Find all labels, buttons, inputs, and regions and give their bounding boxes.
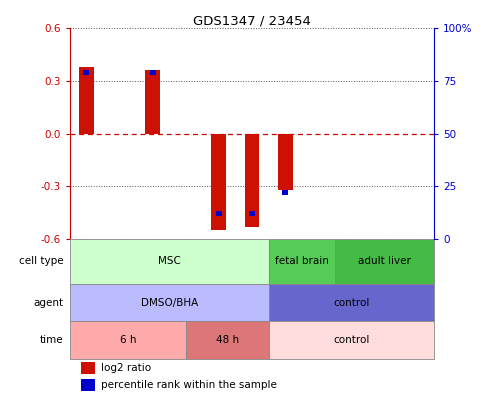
Bar (245, 134, 259, 226)
Title: GDS1347 / 23454: GDS1347 / 23454 (193, 14, 311, 27)
Bar (186, 322, 268, 359)
Text: control: control (333, 298, 370, 308)
Text: control: control (333, 335, 370, 345)
Bar (282, 190, 288, 196)
Bar (249, 211, 255, 217)
Bar (70, 239, 268, 284)
Bar (150, 70, 156, 75)
Text: time: time (39, 335, 63, 345)
Text: 48 h: 48 h (216, 335, 239, 345)
Text: adult liver: adult liver (358, 256, 411, 266)
Text: fetal brain: fetal brain (275, 256, 329, 266)
Bar (216, 211, 222, 217)
Text: percentile rank within the sample: percentile rank within the sample (101, 380, 277, 390)
Bar (268, 284, 434, 322)
Text: MSC: MSC (158, 256, 181, 266)
Text: agent: agent (33, 298, 63, 308)
Bar (277, 134, 292, 190)
Text: 6 h: 6 h (120, 335, 136, 345)
Bar (145, 70, 160, 134)
Bar (83, 70, 89, 75)
Bar (70, 322, 186, 359)
Bar (70, 284, 268, 322)
Bar (79, 67, 94, 134)
Bar (268, 239, 335, 284)
Bar (81, 362, 95, 374)
Bar (212, 134, 227, 230)
Bar (81, 379, 95, 391)
Bar (268, 322, 434, 359)
Text: log2 ratio: log2 ratio (101, 363, 151, 373)
Bar (335, 239, 434, 284)
Text: DMSO/BHA: DMSO/BHA (141, 298, 198, 308)
Text: cell type: cell type (18, 256, 63, 266)
